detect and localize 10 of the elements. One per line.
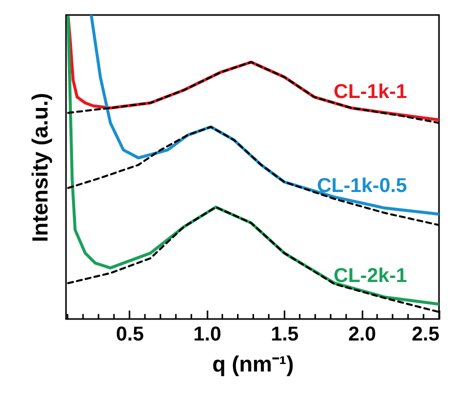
x-tick-label: 2.5: [412, 324, 440, 346]
x-tick-label: 1.5: [270, 324, 299, 346]
x-tick-label: 1.0: [193, 324, 222, 346]
x-axis-title: q (nm⁻¹): [212, 352, 294, 376]
series-label: CL-2k-1: [334, 265, 407, 288]
series-label: CL-1k-0.5: [316, 175, 407, 198]
x-tick-label: 2.0: [348, 324, 376, 346]
x-tick-label: 0.5: [116, 324, 144, 346]
series-label: CL-1k-1: [334, 80, 407, 103]
y-axis-title: Intensity (a.u.): [28, 92, 52, 242]
